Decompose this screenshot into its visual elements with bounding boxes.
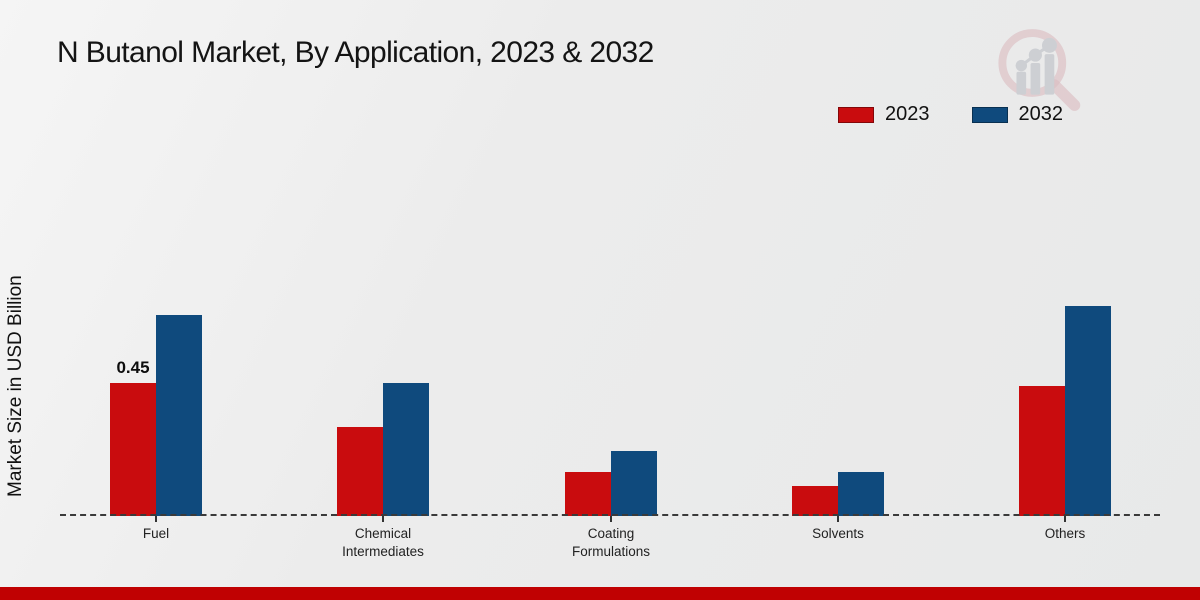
legend-swatch-2023 <box>838 106 874 123</box>
bar-2032-coating-formulations <box>611 451 657 516</box>
chart-title: N Butanol Market, By Application, 2023 &… <box>57 36 654 69</box>
category-label-chemical-intermediates: Chemical Intermediates <box>342 526 424 559</box>
category-label-fuel: Fuel <box>142 526 170 541</box>
bar-2032-chemical-intermediates <box>383 383 429 516</box>
x-axis-baseline <box>60 514 1160 516</box>
legend-label-2023: 2023 <box>885 103 930 125</box>
bar-2023-chemical-intermediates <box>337 427 383 516</box>
category-label-solvents: Solvents <box>812 526 864 541</box>
x-axis-tick <box>610 516 612 522</box>
legend: 2023 2032 <box>838 103 1063 126</box>
legend-label-2032: 2032 <box>1018 103 1064 125</box>
legend-item-2032: 2032 <box>971 103 1064 126</box>
x-axis-tick <box>155 516 157 522</box>
category-label-others: Others <box>1044 526 1086 541</box>
category-label-coating-formulations: Coating Formulations <box>571 526 651 559</box>
x-axis-tick <box>837 516 839 522</box>
x-axis-tick <box>1064 516 1066 522</box>
bar-2032-fuel <box>156 315 202 516</box>
bar-2023-coating-formulations <box>565 472 611 516</box>
brand-watermark-icon <box>998 29 1081 111</box>
bar-2023-fuel <box>110 383 156 516</box>
legend-item-2023: 2023 <box>838 103 930 126</box>
x-axis-tick <box>382 516 384 522</box>
bar-2032-solvents <box>838 472 884 516</box>
bar-2032-others <box>1065 306 1111 516</box>
bar-value-label-fuel-2023: 0.45 <box>116 358 150 377</box>
legend-swatch-2032 <box>971 106 1008 123</box>
bar-2023-others <box>1019 386 1065 516</box>
bar-2023-solvents <box>792 486 838 516</box>
footer-accent-bar <box>0 587 1200 600</box>
